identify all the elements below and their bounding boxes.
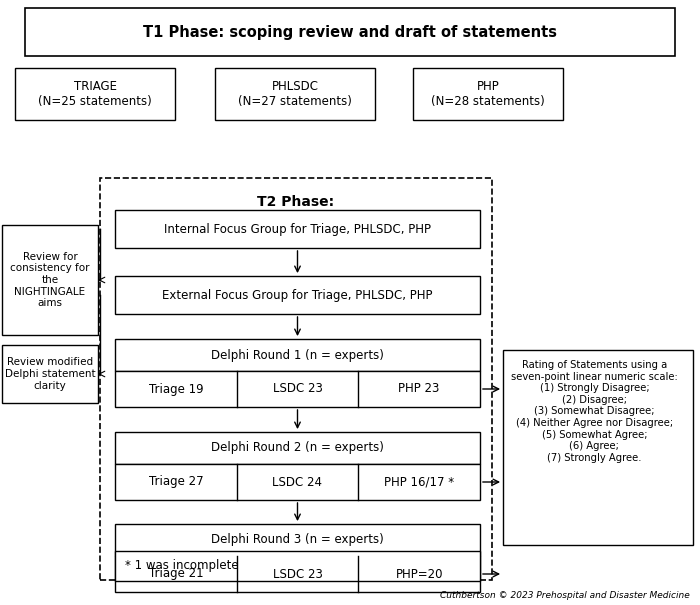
Bar [15,68,175,120]
Bar [100,178,492,580]
Text: LSDC 23: LSDC 23 [272,567,323,581]
Text: LSDC 24: LSDC 24 [272,476,323,488]
Text: Internal Focus Group for Triage, PHLSDC, PHP: Internal Focus Group for Triage, PHLSDC,… [164,223,431,235]
Text: Triage 27: Triage 27 [148,476,203,488]
Bar [115,556,480,592]
Bar [115,339,480,371]
Bar [115,464,480,500]
Bar [2,345,98,403]
Text: Review for
consistency for
the
NIGHTINGALE
aims: Review for consistency for the NIGHTINGA… [10,252,90,308]
Bar [115,551,480,581]
Text: Cuthbertson © 2023 Prehospital and Disaster Medicine: Cuthbertson © 2023 Prehospital and Disas… [440,592,690,601]
Bar [115,371,480,407]
Bar [115,276,480,314]
Bar [115,210,480,248]
Bar [115,524,480,556]
Text: Review modified
Delphi statement
clarity: Review modified Delphi statement clarity [5,358,95,391]
Text: Triage 21: Triage 21 [148,567,203,581]
Text: PHLSDC
(N=27 statements): PHLSDC (N=27 statements) [238,80,352,108]
Bar [413,68,563,120]
Text: Delphi Round 3 (n = experts): Delphi Round 3 (n = experts) [211,534,384,546]
Text: LSDC 23: LSDC 23 [272,382,323,396]
Bar [503,350,693,545]
Text: External Focus Group for Triage, PHLSDC, PHP: External Focus Group for Triage, PHLSDC,… [162,289,433,301]
Text: Delphi Round 1 (n = experts): Delphi Round 1 (n = experts) [211,348,384,362]
Text: Triage 19: Triage 19 [148,382,203,396]
Text: T1 Phase: scoping review and draft of statements: T1 Phase: scoping review and draft of st… [143,24,557,39]
Text: PHP=20: PHP=20 [395,567,443,581]
Text: Rating of Statements using a
seven-point linear numeric scale:
(1) Strongly Disa: Rating of Statements using a seven-point… [511,360,678,463]
Text: PHP 16/17 *: PHP 16/17 * [384,476,454,488]
Text: TRIAGE
(N=25 statements): TRIAGE (N=25 statements) [38,80,152,108]
Bar [2,225,98,335]
Bar [115,432,480,464]
Bar [25,8,675,56]
Text: T2 Phase:: T2 Phase: [258,195,335,209]
Text: PHP
(N=28 statements): PHP (N=28 statements) [431,80,545,108]
Bar [215,68,375,120]
Text: Delphi Round 2 (n = experts): Delphi Round 2 (n = experts) [211,442,384,454]
Text: PHP 23: PHP 23 [398,382,440,396]
Text: * 1 was incomplete: * 1 was incomplete [125,560,239,572]
